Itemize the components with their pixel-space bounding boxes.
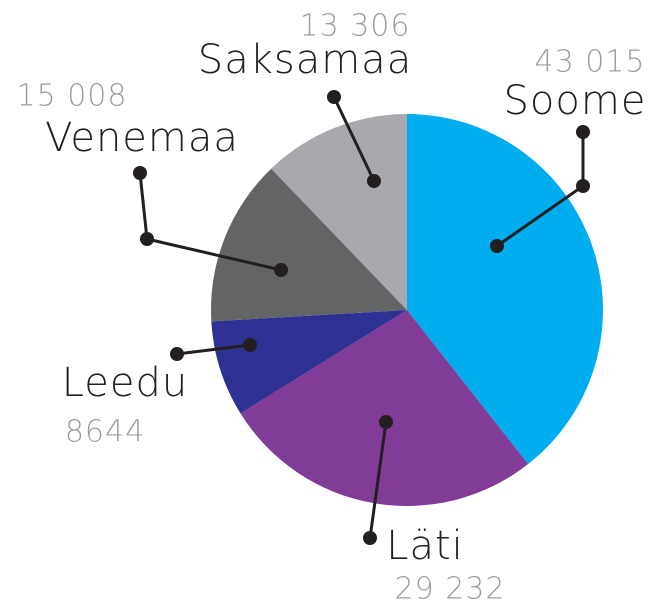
pie-slice <box>407 114 603 465</box>
leader-line <box>176 343 251 356</box>
value-label: 43 015 <box>535 45 646 80</box>
pie-slice <box>211 168 407 322</box>
leader-dot <box>140 232 154 246</box>
value-label: 15 008 <box>17 79 128 114</box>
value-label: 13 306 <box>300 9 411 44</box>
pie-slice <box>211 310 407 414</box>
leader-dot <box>490 239 504 253</box>
leader-dot <box>327 90 341 104</box>
leader-dot <box>133 166 147 180</box>
leader-dot <box>274 263 288 277</box>
slice-label: Venemaa <box>45 115 239 161</box>
slice-label: Saksamaa <box>198 37 412 83</box>
leader-dot <box>367 174 381 188</box>
leader-dot <box>243 338 257 352</box>
slice-label: Leedu <box>62 360 189 406</box>
slice-label: Soome <box>504 78 647 124</box>
leader-dot <box>363 531 377 545</box>
leader-dot <box>379 415 393 429</box>
leader-dot <box>576 179 590 193</box>
leader-dot <box>576 125 590 139</box>
leader-dot <box>170 347 184 361</box>
leader-line <box>332 96 376 182</box>
value-label: 8644 <box>65 415 145 450</box>
value-label: 29 232 <box>395 572 506 607</box>
leader-line <box>368 421 388 539</box>
pie-slice <box>240 310 529 507</box>
slice-label: Läti <box>386 523 464 569</box>
pie-slice <box>271 114 407 310</box>
